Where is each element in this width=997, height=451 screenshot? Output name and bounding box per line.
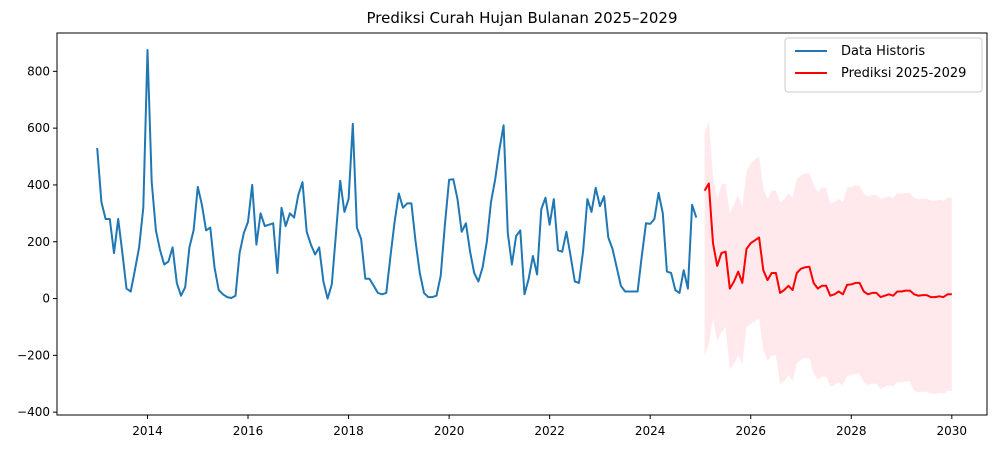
series-line-prediksi xyxy=(703,182,952,299)
y-tick-label: 400 xyxy=(27,178,50,192)
x-tick-label: 2014 xyxy=(132,424,163,438)
legend-box xyxy=(784,37,983,93)
x-tick-label: 2024 xyxy=(635,424,666,438)
y-axis: −400 −200 0 200 400 600 800 xyxy=(17,64,57,419)
legend-label-data-historis: Data Historis xyxy=(841,44,925,59)
x-tick-label: 2018 xyxy=(333,424,364,438)
legend-label-prediksi: Prediksi 2025-2029 xyxy=(841,66,966,81)
x-tick-label: 2022 xyxy=(534,424,565,438)
y-tick-label: −200 xyxy=(17,348,50,362)
x-tick-label: 2020 xyxy=(434,424,465,438)
y-tick-label: 600 xyxy=(27,121,50,135)
y-tick-label: −400 xyxy=(17,405,50,419)
plot-frame xyxy=(56,32,988,416)
x-tick-label: 2030 xyxy=(937,424,968,438)
x-axis: 2014 2016 2018 2020 2022 2024 2026 2028 2030 xyxy=(132,415,967,438)
x-tick-label: 2016 xyxy=(233,424,264,438)
legend: Data Historis Prediksi 2025-2029 xyxy=(784,37,983,93)
plot-area xyxy=(96,49,952,394)
x-tick-label: 2026 xyxy=(735,424,766,438)
x-tick-label: 2028 xyxy=(836,424,867,438)
series-line-data-historis xyxy=(96,49,698,300)
y-tick-label: 0 xyxy=(42,292,50,306)
y-tick-label: 800 xyxy=(27,64,50,78)
chart-title: Prediksi Curah Hujan Bulanan 2025–2029 xyxy=(367,9,678,27)
y-tick-label: 200 xyxy=(27,235,50,249)
forecast-confidence-band xyxy=(704,121,952,394)
